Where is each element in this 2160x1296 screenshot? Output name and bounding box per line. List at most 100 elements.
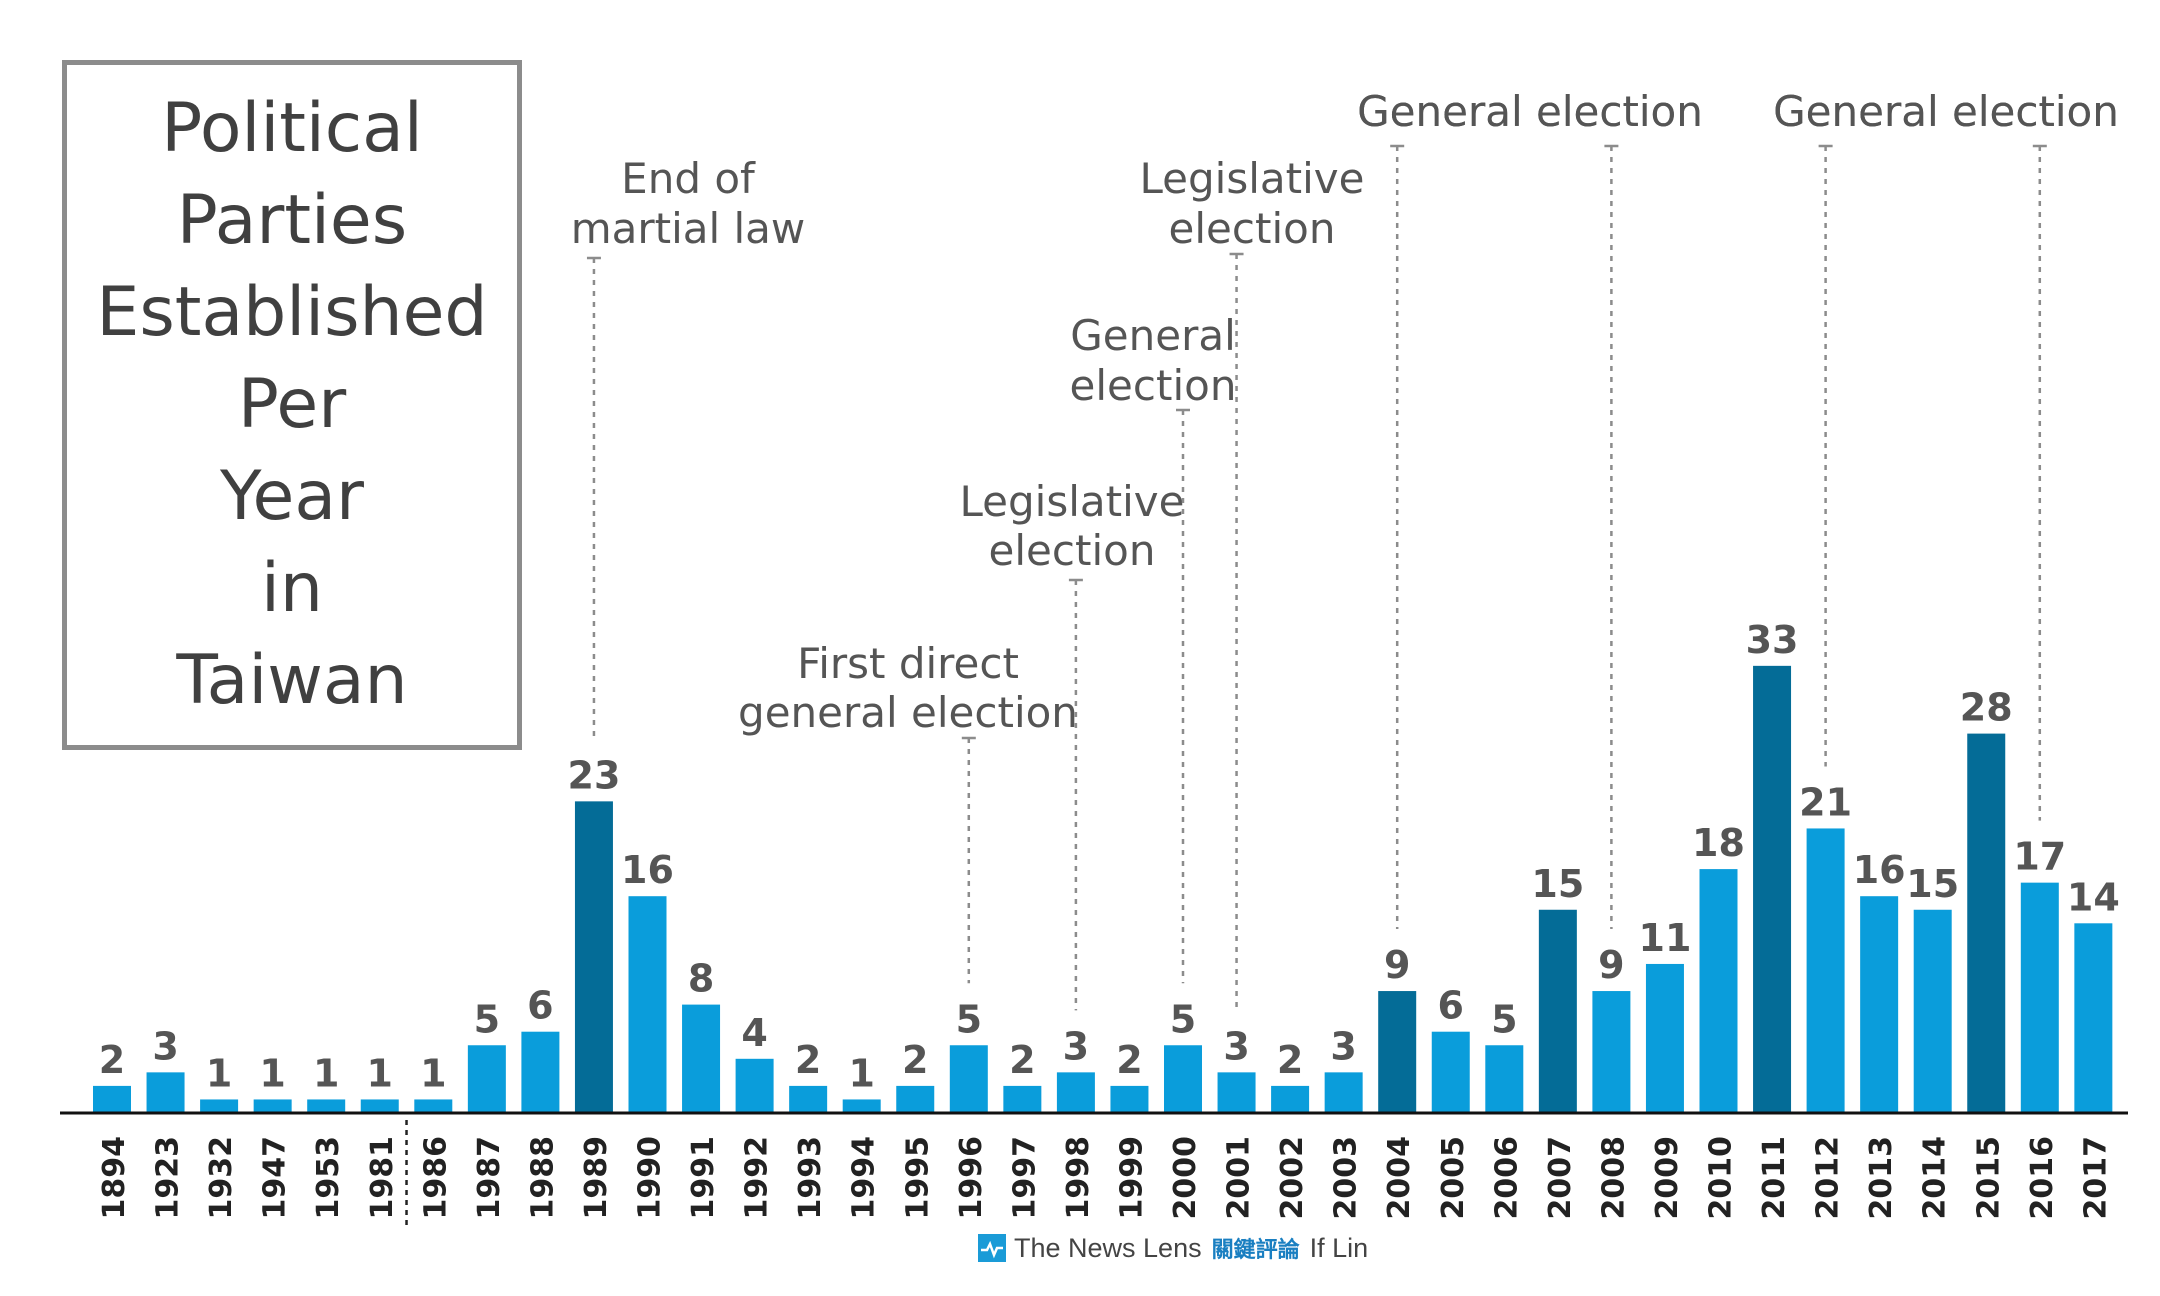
tick-label-1989: 1989 xyxy=(579,1136,614,1220)
bar-2016 xyxy=(2020,882,2059,1113)
value-label-2003: 3 xyxy=(1330,1024,1356,1068)
tick-label-1997: 1997 xyxy=(1007,1136,1042,1220)
bar-1989 xyxy=(574,801,613,1113)
bar-2015 xyxy=(1967,733,2006,1113)
annotation-text-2012: General election xyxy=(1773,87,2119,136)
value-label-2002: 2 xyxy=(1277,1038,1303,1082)
annotation-text-1996: First direct xyxy=(797,639,1019,688)
tick-label-1987: 1987 xyxy=(472,1136,507,1220)
annotation-text-2000: election xyxy=(1070,361,1237,410)
bar-1981 xyxy=(360,1099,399,1113)
bar-1986 xyxy=(414,1099,453,1113)
bar-1932 xyxy=(200,1099,239,1113)
annotation-text-2000: General xyxy=(1070,311,1236,360)
value-label-2014: 15 xyxy=(1906,862,1959,906)
value-label-1894: 2 xyxy=(99,1038,125,1082)
value-label-2010: 18 xyxy=(1692,821,1745,865)
annotation-text-1998: Legislative xyxy=(960,477,1185,526)
tick-label-2012: 2012 xyxy=(1811,1136,1846,1220)
value-label-2009: 11 xyxy=(1639,916,1692,960)
value-label-2008: 9 xyxy=(1598,943,1624,987)
annotation-text-2001: election xyxy=(1169,204,1336,253)
bar-2002 xyxy=(1271,1085,1310,1113)
value-label-1998: 3 xyxy=(1063,1024,1089,1068)
title-line: Taiwan xyxy=(176,641,408,720)
value-label-2013: 16 xyxy=(1853,848,1906,892)
value-label-1987: 5 xyxy=(474,997,500,1041)
bar-2010 xyxy=(1699,869,1738,1113)
bar-2004 xyxy=(1378,991,1417,1113)
bar-1953 xyxy=(307,1099,346,1113)
title-line: Year xyxy=(220,457,364,536)
tick-label-2013: 2013 xyxy=(1864,1136,1899,1220)
footer-brand-cn: 關鍵評論 xyxy=(1211,1238,1300,1263)
bar-1996 xyxy=(949,1045,988,1113)
bar-2011 xyxy=(1753,665,1792,1113)
value-label-1992: 4 xyxy=(741,1011,767,1055)
chart-title-box: Political Parties Established Per Year in Taiw… xyxy=(62,60,522,750)
bar-2006 xyxy=(1485,1045,1524,1113)
value-label-2012: 21 xyxy=(1799,780,1852,824)
annotation-text-1989: End of xyxy=(621,154,756,203)
tick-label-1923: 1923 xyxy=(151,1136,186,1220)
bar-1923 xyxy=(146,1072,185,1113)
annotation-text-1996: general election xyxy=(738,688,1078,737)
bar-1990 xyxy=(628,896,667,1113)
value-label-1994: 1 xyxy=(848,1051,874,1095)
tick-label-2004: 2004 xyxy=(1382,1136,1417,1220)
title-line: in xyxy=(261,549,323,628)
value-label-1923: 3 xyxy=(152,1024,178,1068)
tick-label-2009: 2009 xyxy=(1650,1136,1685,1220)
title-line: Per xyxy=(237,365,347,444)
tick-label-2008: 2008 xyxy=(1596,1136,1631,1220)
tick-label-1998: 1998 xyxy=(1061,1136,1096,1220)
value-label-1993: 2 xyxy=(795,1038,821,1082)
bar-1987 xyxy=(467,1045,506,1113)
value-label-2005: 6 xyxy=(1438,984,1464,1028)
annotation-text-2008: General election xyxy=(1357,87,1703,136)
value-label-2006: 5 xyxy=(1491,997,1517,1041)
value-label-1995: 2 xyxy=(902,1038,928,1082)
bar-2012 xyxy=(1806,828,1845,1113)
footer-brand: The News Lens xyxy=(1014,1232,1202,1263)
tick-label-2011: 2011 xyxy=(1757,1136,1792,1220)
tick-label-1953: 1953 xyxy=(311,1136,346,1220)
value-label-1989: 23 xyxy=(568,753,621,797)
value-label-2016: 17 xyxy=(2013,835,2066,879)
bar-1947 xyxy=(253,1099,292,1113)
tick-label-2017: 2017 xyxy=(2078,1136,2113,1220)
value-label-2011: 33 xyxy=(1746,618,1799,662)
bar-2009 xyxy=(1645,963,1684,1113)
tick-label-2006: 2006 xyxy=(1489,1136,1524,1220)
tick-label-2015: 2015 xyxy=(1971,1136,2006,1220)
tick-label-1988: 1988 xyxy=(525,1136,560,1220)
footer-author: If Lin xyxy=(1309,1232,1369,1263)
footer-credit: The News Lens 關鍵評論 If Lin xyxy=(978,1232,1368,1264)
tick-label-2007: 2007 xyxy=(1543,1136,1578,1220)
bar-1988 xyxy=(521,1031,560,1113)
value-label-1981: 1 xyxy=(367,1051,393,1095)
bar-2008 xyxy=(1592,991,1631,1113)
bar-1997 xyxy=(1003,1085,1042,1113)
title-line: Parties xyxy=(176,181,408,260)
tick-label-2014: 2014 xyxy=(1918,1136,1953,1220)
tick-label-1981: 1981 xyxy=(365,1136,400,1220)
value-label-2015: 28 xyxy=(1960,686,2013,730)
tick-label-2005: 2005 xyxy=(1436,1136,1471,1220)
bar-1993 xyxy=(789,1085,828,1113)
value-label-2007: 15 xyxy=(1531,862,1584,906)
value-label-1990: 16 xyxy=(621,848,674,892)
tick-label-1993: 1993 xyxy=(793,1136,828,1220)
value-label-1986: 1 xyxy=(420,1051,446,1095)
tick-label-1947: 1947 xyxy=(258,1136,293,1220)
value-label-1997: 2 xyxy=(1009,1038,1035,1082)
bar-2001 xyxy=(1217,1072,1256,1113)
bar-1992 xyxy=(735,1058,774,1113)
tick-label-1991: 1991 xyxy=(686,1136,721,1220)
bar-1994 xyxy=(842,1099,881,1113)
tick-label-1999: 1999 xyxy=(1114,1136,1149,1220)
bar-2014 xyxy=(1913,909,1952,1113)
bar-1991 xyxy=(682,1004,721,1113)
value-label-1947: 1 xyxy=(259,1051,285,1095)
annotation-text-2001: Legislative xyxy=(1140,154,1365,203)
